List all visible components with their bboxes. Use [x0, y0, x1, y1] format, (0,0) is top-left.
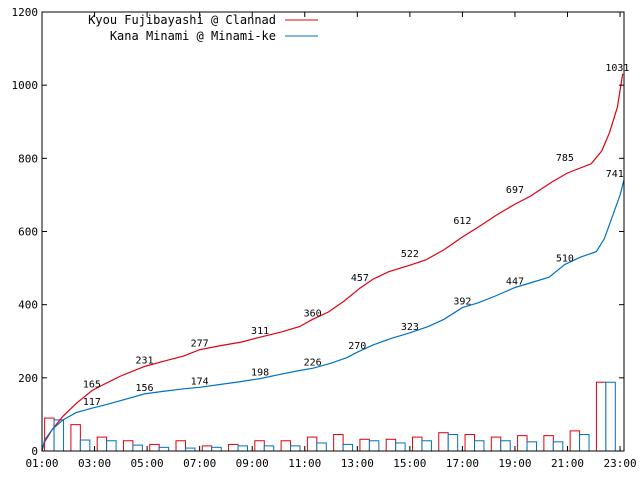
- plot-frame: [41, 11, 625, 452]
- hourly-bar-series-2: [158, 446, 170, 452]
- hourly-bar-series-2: [447, 434, 459, 452]
- hourly-bar-series-1: [517, 435, 528, 452]
- hourly-bar-series-1: [306, 436, 318, 452]
- x-tick-label: 15:00: [393, 457, 426, 470]
- hourly-bar-series-2: [79, 439, 91, 452]
- hourly-bar-series-2: [211, 446, 222, 452]
- data-label-series-1: 277: [191, 339, 209, 350]
- hourly-bar-series-1: [122, 440, 134, 452]
- data-label-series-1: 697: [506, 185, 524, 196]
- hourly-bar-series-2: [368, 440, 380, 452]
- bars-layer: [44, 381, 616, 452]
- x-tick-label: 09:00: [236, 457, 269, 470]
- hourly-bar-series-1: [254, 440, 265, 452]
- hourly-bar-series-1: [333, 434, 344, 452]
- hourly-bar-series-2: [342, 443, 354, 452]
- hourly-bar-series-2: [552, 441, 564, 452]
- hourly-bar-series-2: [263, 445, 275, 452]
- hourly-bar-series-2: [421, 440, 432, 452]
- data-label-series-2: 323: [401, 322, 419, 333]
- hourly-bar-series-1: [464, 434, 475, 452]
- series-line-1: [41, 73, 624, 452]
- data-label-series-2: 447: [506, 276, 524, 287]
- hourly-bar-series-1: [70, 424, 81, 452]
- hourly-bar-series-1: [595, 381, 607, 452]
- hourly-bar-series-1: [149, 443, 160, 452]
- x-tick-label: 11:00: [288, 457, 321, 470]
- hourly-bar-series-1: [438, 432, 449, 452]
- data-label-series-1: 360: [304, 308, 322, 319]
- data-label-series-1: 1031: [605, 63, 629, 74]
- data-label-series-1: 165: [83, 380, 101, 391]
- y-tick-label: 1000: [12, 79, 39, 92]
- hourly-bar-series-2: [579, 434, 590, 452]
- data-label-series-1: 311: [251, 326, 269, 337]
- data-label-series-2: 174: [191, 376, 209, 387]
- x-tick-label: 01:00: [25, 457, 58, 470]
- x-tick-label: 23:00: [603, 457, 636, 470]
- hourly-bar-series-1: [569, 430, 581, 452]
- lines-layer: [41, 73, 625, 452]
- data-label-series-2: 270: [348, 341, 366, 352]
- x-tick-label: 13:00: [341, 457, 374, 470]
- data-label-series-1: 522: [401, 249, 419, 260]
- hourly-bar-series-1: [359, 438, 370, 452]
- data-label-series-2: 117: [83, 397, 101, 408]
- hourly-bar-series-2: [526, 441, 538, 452]
- hourly-bar-series-2: [395, 442, 406, 452]
- data-label-series-2: 392: [453, 297, 471, 308]
- legend: Kyou Fujibayashi @ Clannad Kana Minami @…: [88, 13, 318, 43]
- data-label-series-2: 226: [304, 357, 322, 368]
- data-label-series-2: 510: [556, 253, 574, 264]
- data-label-series-1: 612: [453, 216, 471, 227]
- hourly-bar-series-2: [290, 445, 301, 452]
- hourly-bar-series-2: [316, 442, 327, 452]
- hourly-bar-series-1: [228, 443, 239, 452]
- x-tick-label: 19:00: [498, 457, 531, 470]
- data-label-series-1: 457: [351, 273, 369, 284]
- data-label-series-2: 198: [251, 368, 269, 379]
- hourly-bar-series-1: [385, 438, 397, 452]
- y-tick-label: 1200: [12, 6, 39, 19]
- hourly-bar-series-2: [132, 444, 143, 452]
- series-line-2: [41, 179, 625, 452]
- x-tick-label: 03:00: [78, 457, 111, 470]
- hourly-bar-series-1: [96, 436, 108, 452]
- x-tick-label: 07:00: [183, 457, 216, 470]
- data-label-series-2: 156: [135, 383, 153, 394]
- hourly-bar-series-2: [106, 440, 117, 452]
- legend-label-series-2: Kana Minami @ Minami-ke: [110, 29, 276, 43]
- data-label-series-1: 785: [556, 153, 574, 164]
- hourly-bar-series-1: [201, 445, 213, 452]
- hourly-bar-series-2: [500, 440, 511, 452]
- hourly-bar-series-1: [175, 440, 186, 452]
- y-tick-label: 0: [31, 445, 38, 458]
- hourly-bar-series-1: [280, 440, 292, 452]
- data-labels-layer: 165 231 277 311 360 457 522 612 697 785 1031 117 156…: [83, 63, 630, 408]
- y-tick-label: 800: [18, 152, 38, 165]
- hourly-bar-series-1: [490, 436, 502, 452]
- x-tick-label: 05:00: [131, 457, 164, 470]
- y-tick-label: 200: [18, 372, 38, 385]
- x-tick-label: 21:00: [551, 457, 584, 470]
- data-label-series-1: 231: [135, 355, 153, 366]
- y-tick-label: 400: [18, 299, 38, 312]
- hourly-bar-series-1: [543, 435, 554, 452]
- data-label-series-2: 741: [606, 169, 624, 180]
- hourly-bar-series-2: [605, 381, 616, 452]
- hourly-bar-series-1: [411, 436, 423, 452]
- x-tick-label: 17:00: [446, 457, 479, 470]
- hourly-bar-series-2: [473, 440, 485, 452]
- y-tick-label: 600: [18, 226, 38, 239]
- axes-layer: 0 200 400 600 800 1000 1200 01:00 03:00 05:00 07:0…: [12, 6, 637, 470]
- legend-label-series-1: Kyou Fujibayashi @ Clannad: [88, 13, 276, 27]
- hourly-bar-series-2: [237, 445, 248, 452]
